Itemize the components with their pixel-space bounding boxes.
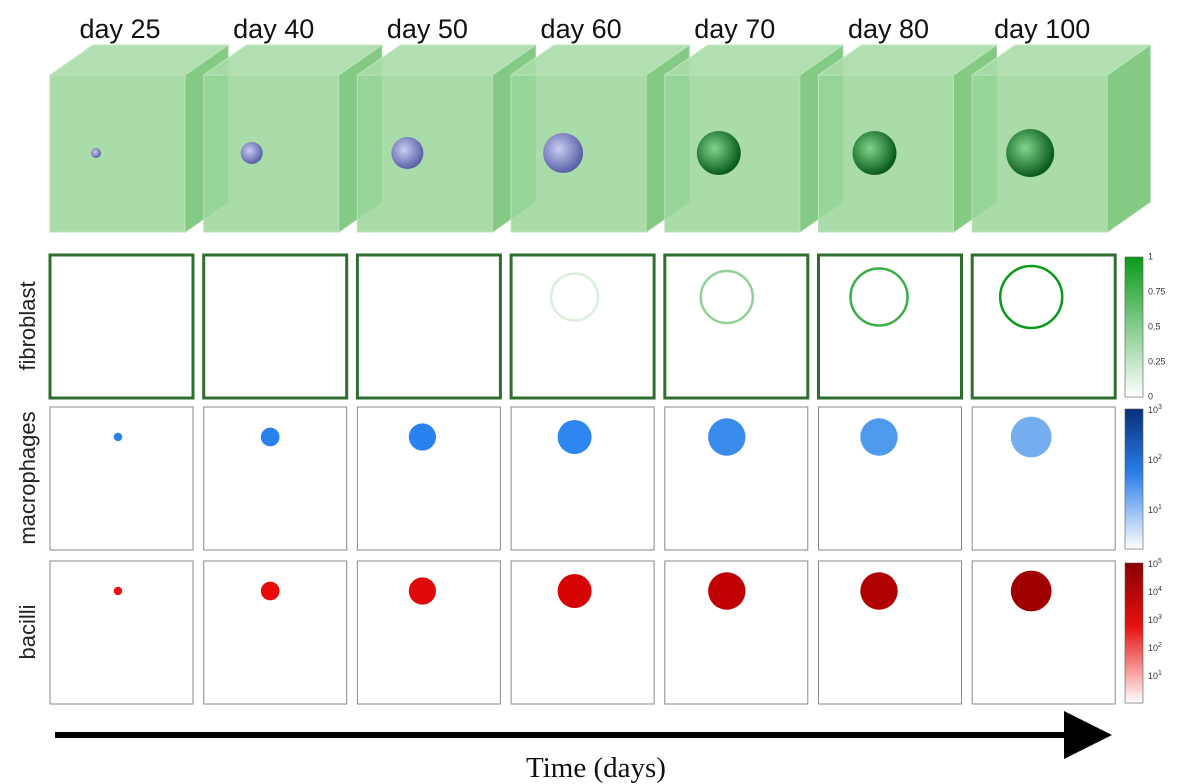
cube-right bbox=[1107, 45, 1150, 232]
panel bbox=[204, 255, 347, 398]
colorbar-tick: 102 bbox=[1148, 454, 1162, 466]
panel bbox=[511, 255, 654, 398]
column-label: day 40 bbox=[233, 14, 314, 44]
macrophage-blob bbox=[860, 418, 897, 455]
column-label: day 80 bbox=[848, 14, 929, 44]
colorbar bbox=[1125, 409, 1143, 549]
tick-exp: 1 bbox=[1158, 504, 1162, 511]
cubes bbox=[50, 45, 1150, 232]
macrophage-blob bbox=[114, 433, 123, 442]
cube bbox=[972, 45, 1150, 232]
tick-exp: 1 bbox=[1158, 670, 1162, 677]
bacilli-blob bbox=[860, 572, 897, 609]
tick-base: 10 bbox=[1148, 643, 1158, 653]
tick-base: 10 bbox=[1148, 587, 1158, 597]
tumor bbox=[241, 142, 263, 164]
tumor bbox=[697, 131, 741, 175]
colorbar-tick: 0.25 bbox=[1148, 356, 1166, 366]
cube bbox=[50, 45, 228, 232]
panel bbox=[204, 561, 347, 704]
tick-base: 10 bbox=[1148, 559, 1158, 569]
colorbar-tick: 1 bbox=[1148, 251, 1153, 261]
bacilli-blob bbox=[114, 587, 123, 596]
tick-exp: 2 bbox=[1158, 642, 1162, 649]
macrophage-blob bbox=[708, 418, 745, 455]
row-label: bacilli bbox=[15, 604, 40, 659]
colorbar-tick: 102 bbox=[1148, 642, 1162, 654]
tick-exp: 3 bbox=[1158, 614, 1162, 621]
panel bbox=[204, 407, 347, 550]
cube-front bbox=[50, 75, 185, 232]
cube-front bbox=[204, 75, 339, 232]
bacilli-blob bbox=[409, 577, 436, 604]
figure: Time (days) day 25 day 40 day 50 day 60 day … bbox=[0, 0, 1193, 784]
column-label: day 50 bbox=[387, 14, 468, 44]
tick-exp: 4 bbox=[1158, 586, 1162, 593]
panel bbox=[665, 255, 808, 398]
panel bbox=[819, 255, 962, 398]
cube bbox=[357, 45, 535, 232]
row-label: fibroblast bbox=[15, 281, 40, 370]
colorbar-tick: 0 bbox=[1148, 391, 1153, 401]
tick-base: 10 bbox=[1148, 405, 1158, 415]
column-label: day 100 bbox=[994, 14, 1090, 44]
bacilli-blob bbox=[558, 574, 592, 608]
colorbar-tick: 103 bbox=[1148, 404, 1162, 416]
cube-front bbox=[357, 75, 492, 232]
tick-exp: 3 bbox=[1158, 404, 1162, 411]
cube bbox=[665, 45, 843, 232]
macrophage-blob bbox=[558, 420, 592, 454]
column-label: day 25 bbox=[79, 14, 160, 44]
colorbar-tick: 0.5 bbox=[1148, 321, 1161, 331]
tick-base: 10 bbox=[1148, 505, 1158, 515]
panel bbox=[50, 407, 193, 550]
tumor bbox=[391, 137, 423, 169]
colorbar bbox=[1125, 563, 1143, 703]
tick-base: 10 bbox=[1148, 615, 1158, 625]
macrophage-blob bbox=[409, 423, 436, 450]
x-axis-label: Time (days) bbox=[526, 752, 666, 784]
tumor bbox=[543, 133, 583, 173]
colorbar-tick: 104 bbox=[1148, 586, 1162, 598]
panel bbox=[50, 255, 193, 398]
bacilli-blob bbox=[1011, 571, 1052, 612]
tick-base: 10 bbox=[1148, 671, 1158, 681]
tumor bbox=[91, 148, 101, 158]
column-label: day 70 bbox=[694, 14, 775, 44]
bacilli-blob bbox=[261, 582, 280, 601]
cube bbox=[819, 45, 997, 232]
panel bbox=[357, 255, 500, 398]
colorbar bbox=[1125, 257, 1143, 397]
tick-exp: 5 bbox=[1158, 558, 1162, 565]
bacilli-blob bbox=[708, 572, 745, 609]
tumor bbox=[853, 131, 897, 175]
tumor bbox=[1006, 129, 1054, 177]
panels bbox=[50, 255, 1115, 704]
cube bbox=[204, 45, 382, 232]
colorbar-tick: 105 bbox=[1148, 558, 1162, 570]
macrophage-blob bbox=[261, 428, 280, 447]
colorbar-tick: 101 bbox=[1148, 670, 1162, 682]
colorbar-tick: 101 bbox=[1148, 504, 1162, 516]
row-label: macrophages bbox=[15, 411, 40, 544]
colorbar-tick: 0.75 bbox=[1148, 286, 1166, 296]
macrophage-blob bbox=[1011, 417, 1052, 458]
tick-base: 10 bbox=[1148, 455, 1158, 465]
tick-exp: 2 bbox=[1158, 454, 1162, 461]
cube bbox=[511, 45, 689, 232]
colorbar-tick: 103 bbox=[1148, 614, 1162, 626]
column-label: day 60 bbox=[541, 14, 622, 44]
panel bbox=[50, 561, 193, 704]
